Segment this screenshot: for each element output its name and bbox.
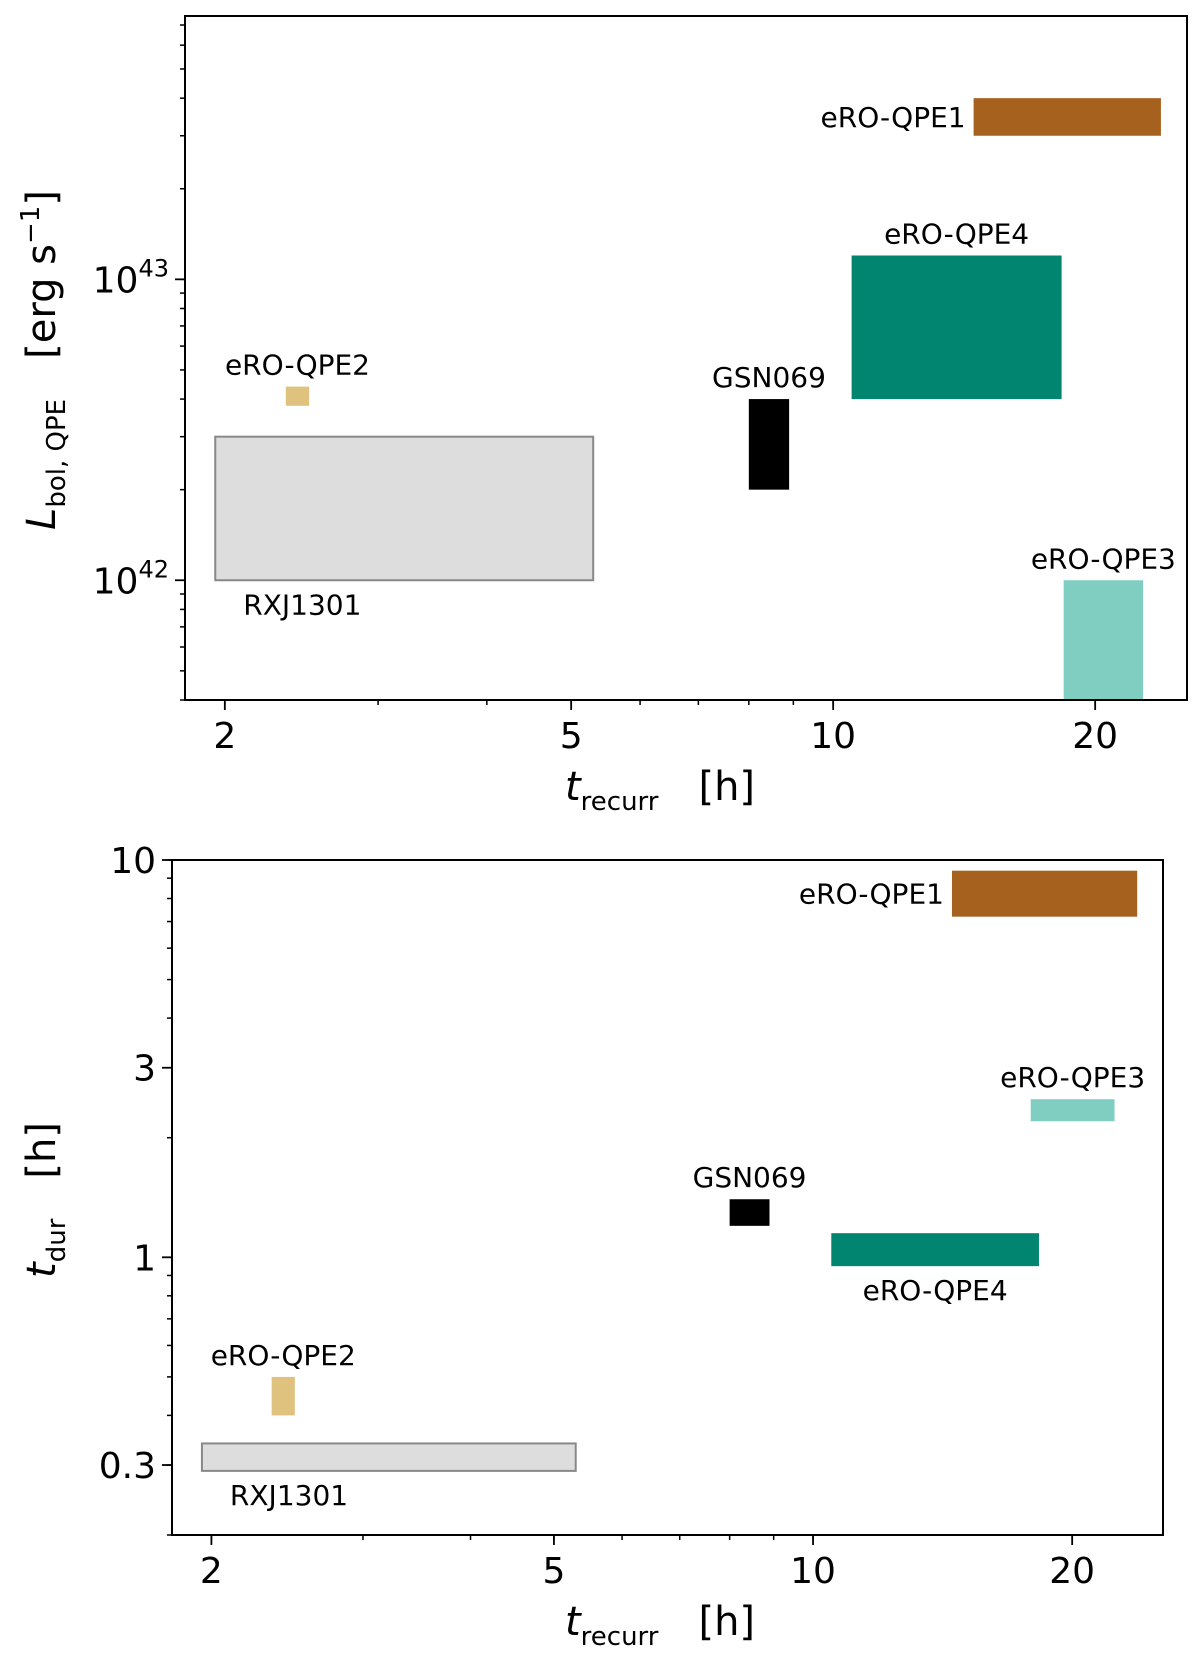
box-ero-qpe2 (285, 386, 310, 406)
x-tick-label: 2 (200, 1551, 223, 1592)
label-gsn069: GSN069 (693, 1161, 807, 1194)
luminosity-vs-recurrence-panel: eRO-QPE1 eRO-QPE4 eRO-QPE2 GSN069 RXJ1301 eRO… (16, 15, 1188, 817)
y-tick-label: 10 (110, 841, 156, 882)
x-tick-label: 5 (560, 716, 583, 757)
label-ero-qpe4: eRO-QPE4 (863, 1274, 1008, 1307)
label-ero-qpe1: eRO-QPE1 (821, 101, 966, 134)
box-ero-qpe1 (951, 870, 1138, 917)
label-rxj1301: RXJ1301 (243, 588, 361, 621)
x-tick-label: 10 (790, 1551, 836, 1592)
label-ero-qpe3: eRO-QPE3 (1000, 1061, 1145, 1094)
box-ero-qpe2 (271, 1376, 295, 1416)
box-gsn069 (748, 399, 790, 490)
y-tick-label: 3 (133, 1049, 156, 1090)
label-ero-qpe4: eRO-QPE4 (884, 217, 1029, 250)
y-tick-label: 1042 (93, 555, 169, 602)
label-rxj1301: RXJ1301 (230, 1479, 348, 1512)
box-gsn069 (729, 1199, 770, 1226)
label-ero-qpe2: eRO-QPE2 (211, 1339, 356, 1372)
box-ero-qpe4 (831, 1233, 1039, 1267)
box-rxj1301 (214, 435, 595, 582)
x-tick-label: 10 (810, 716, 856, 757)
axes-frame (184, 15, 1188, 701)
y-tick-label: 0.3 (99, 1446, 156, 1487)
label-ero-qpe1: eRO-QPE1 (799, 878, 944, 911)
label-ero-qpe3: eRO-QPE3 (1031, 542, 1176, 575)
axes-frame (171, 859, 1164, 1536)
label-ero-qpe2: eRO-QPE2 (225, 349, 370, 382)
x-tick-label: 20 (1072, 716, 1118, 757)
x-tick-label: 5 (542, 1551, 565, 1592)
box-ero-qpe3 (1030, 1099, 1115, 1122)
duration-vs-recurrence-panel: eRO-QPE1 eRO-QPE3 GSN069 eRO-QPE4 eRO-QPE2 RX… (19, 841, 1164, 1652)
box-ero-qpe3 (1063, 580, 1144, 700)
y-axis-label: Lbol, QPE [erg s−1] (16, 190, 72, 530)
x-axis-label: trecurr [h] (565, 1599, 755, 1652)
box-ero-qpe1 (973, 98, 1161, 136)
x-tick-label: 2 (213, 716, 236, 757)
y-tick-label: 1043 (93, 254, 169, 301)
box-ero-qpe4 (851, 255, 1062, 400)
x-tick-label: 20 (1049, 1551, 1095, 1592)
label-gsn069: GSN069 (712, 361, 826, 394)
box-rxj1301 (200, 1442, 577, 1472)
y-axis-label: tdur [h] (19, 1122, 72, 1278)
x-axis-label: trecurr [h] (565, 764, 755, 817)
y-tick-label: 1 (133, 1238, 156, 1279)
